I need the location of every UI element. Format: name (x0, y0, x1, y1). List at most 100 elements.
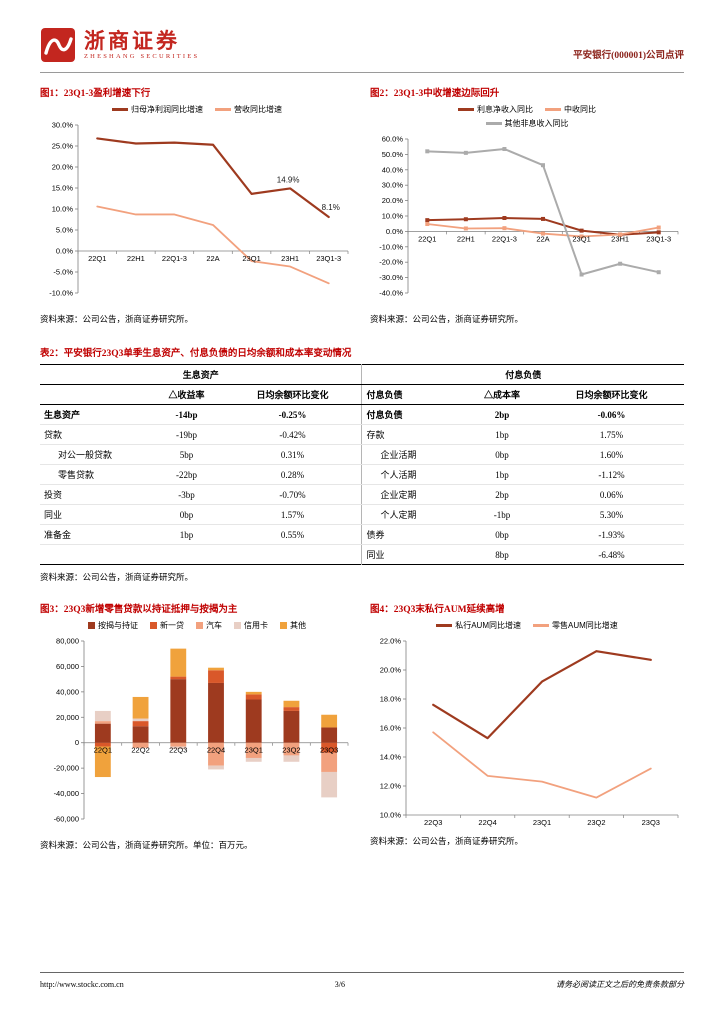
bar-segment-other (245, 691, 262, 695)
series-marker-net-interest-income-yoy (579, 228, 584, 233)
bar-segment-other (208, 667, 224, 671)
table-row: 准备金 1bp 0.55% 债券 0bp -1.93% (40, 524, 684, 545)
series-marker-other-noninterest-income-yoy (656, 270, 661, 275)
page-header: 浙商证券 ZHESHANG SECURITIES 平安银行(000001)公司点… (40, 26, 684, 73)
legend-item-xinyidai: 新一贷 (150, 620, 184, 631)
series-marker-net-interest-income-yoy (541, 216, 545, 221)
bar-segment-mortgage-and-licensed (208, 682, 224, 743)
x-axis-label: 22Q2 (131, 746, 149, 755)
y-tick-label: 20,000 (56, 713, 79, 722)
cell-value: 0.06% (539, 484, 684, 505)
row-label: 贷款 (40, 424, 150, 445)
figure-3: 图3：23Q3新增零售贷款以持证抵押与按揭为主 按揭与持证 新一贷 汽车 信用卡 其他 -… (40, 601, 354, 851)
figure-1: 图1：23Q1-3盈利增速下行 归母净利润同比增速 营收同比增速 -10.0% -5.… (40, 85, 354, 325)
x-axis-label: 22Q1-3 (162, 254, 187, 263)
bar-segment-mortgage-and-licensed (170, 679, 187, 743)
cell-value: 1bp (149, 524, 224, 545)
legend-item-auto-loan: 汽车 (196, 620, 222, 631)
table-2-source: 资料来源：公司公告，浙商证券研究所。 (40, 572, 194, 582)
y-tick-label: 20.0% (382, 196, 404, 205)
y-tick-label: 10.0% (52, 205, 74, 214)
figure-3-title: 图3：23Q3新增零售贷款以持证抵押与按揭为主 (40, 605, 238, 615)
footer-url[interactable]: http://www.stockc.com.cn (40, 980, 124, 989)
cell-value: -1.93% (539, 524, 684, 545)
bar-segment-auto-loan (208, 742, 224, 766)
y-tick-label: -10.0% (49, 289, 73, 298)
y-tick-label: -40,000 (54, 789, 79, 798)
legend-label: 按揭与持证 (98, 621, 138, 630)
table-row: 投资 -3bp -0.70% 企业定期 2bp 0.06% (40, 484, 684, 505)
group-header-right: 付息负债 (361, 364, 684, 385)
bar-segment-mortgage-and-licensed (283, 710, 300, 743)
figure-1-source: 资料来源：公司公告，浙商证券研究所。 (40, 314, 194, 324)
row-label: 付息负债 (361, 404, 465, 425)
bar-segment-xinyidai (283, 707, 300, 711)
series-marker-fee-income-yoy (579, 234, 584, 239)
figure-1-chart: 归母净利润同比增速 营收同比增速 -10.0% -5.0% 0.0% 5.0% 10.0% 1… (40, 104, 354, 307)
footer-page-number: 3/6 (334, 980, 345, 989)
y-tick-label: 30.0% (382, 181, 404, 190)
brand-name-cn: 浙商证券 (84, 29, 180, 54)
y-tick-label: 22.0% (380, 637, 402, 646)
cell-value: -0.70% (223, 484, 362, 505)
figures-row-bottom: 图3：23Q3新增零售贷款以持证抵押与按揭为主 按揭与持证 新一贷 汽车 信用卡 其他 -… (40, 601, 684, 851)
series-marker-net-interest-income-yoy (463, 217, 468, 222)
bar-segment-xinyidai (170, 676, 187, 680)
y-tick-label: -20,000 (54, 764, 79, 773)
y-tick-label: -30.0% (379, 273, 403, 282)
y-tick-label: 50.0% (382, 150, 404, 159)
table-row: 同业 8bp -6.48% (40, 544, 684, 565)
cell-value: 5bp (149, 444, 224, 465)
legend-item-other: 其他 (280, 620, 306, 631)
y-tick-label: 0.0% (386, 227, 403, 236)
brand-name-en: ZHESHANG SECURITIES (84, 52, 200, 60)
y-tick-label: 16.0% (380, 724, 402, 733)
legend-swatch (545, 108, 561, 111)
series-line-net-profit-yoy (96, 137, 330, 219)
legend-swatch (533, 624, 549, 627)
y-tick-label: 20.0% (380, 666, 402, 675)
figures-row-top: 图1：23Q1-3盈利增速下行 归母净利润同比增速 营收同比增速 -10.0% -5.… (40, 85, 684, 325)
cell-value: -22bp (149, 464, 224, 485)
cell-value: 8bp (495, 549, 509, 560)
legend-swatch (196, 622, 203, 629)
brand-logo: 浙商证券 ZHESHANG SECURITIES (40, 26, 199, 64)
row-label: 存款 (361, 424, 465, 445)
legend-item-private-bank-aum-yoy: 私行AUM同比增速 (436, 620, 521, 631)
bar-segment-mortgage-and-licensed (245, 699, 262, 743)
x-axis-label: 22A (536, 234, 549, 243)
bar-segment-other (132, 696, 149, 719)
figure-1-title: 图1：23Q1-3盈利增速下行 (40, 89, 151, 99)
x-axis-label: 23Q1 (245, 746, 263, 755)
legend-label: 私行AUM同比增速 (455, 621, 521, 630)
x-axis-label: 23Q3 (320, 746, 338, 755)
row-label: 企业定期 (361, 484, 465, 505)
series-marker-other-noninterest-income-yoy (541, 163, 545, 168)
row-label (40, 545, 149, 565)
bar-segment-xinyidai (321, 742, 338, 753)
col-header-avg-balance-qoq-left: 日均余额环比变化 (223, 384, 362, 405)
chart-canvas: -40.0% -30.0% -20.0% -10.0% 0.0% 10.0% 20.0% 30… (379, 135, 679, 298)
x-axis-label: 22Q4 (478, 818, 496, 827)
x-axis-label: 23Q2 (587, 818, 605, 827)
x-axis-label: 22A (206, 254, 219, 263)
cell-value: 0.28% (223, 464, 362, 485)
row-label: 同业 (40, 504, 150, 525)
series-marker-fee-income-yoy (541, 231, 545, 236)
table-2-section: 表2：平安银行23Q3单季生息资产、付息负债的日均余额和成本率变动情况 生息资产… (40, 345, 684, 583)
table-row: 零售贷款 -22bp 0.28% 个人活期 1bp -1.12% (40, 464, 684, 485)
col-header-liabilities: 付息负债 (361, 384, 465, 405)
y-tick-label: -10.0% (379, 242, 403, 251)
cell-value: 0.31% (223, 444, 362, 465)
series-marker-other-noninterest-income-yoy (425, 149, 430, 154)
legend-label: 信用卡 (244, 621, 268, 630)
bar-segment-auto-loan (321, 752, 338, 772)
legend-swatch (485, 122, 502, 125)
cell-value: -1.12% (539, 464, 684, 485)
figure-2-chart: 利息净收入同比 中收同比 其他非息收入同比 -40.0% -30.0% -20.0% -10… (370, 104, 684, 307)
bar-segment-credit-card (132, 718, 149, 722)
legend-label: 汽车 (206, 621, 222, 630)
cell-value: 0.55% (223, 524, 362, 545)
figure-4-source: 资料来源：公司公告，浙商证券研究所。 (370, 836, 524, 846)
